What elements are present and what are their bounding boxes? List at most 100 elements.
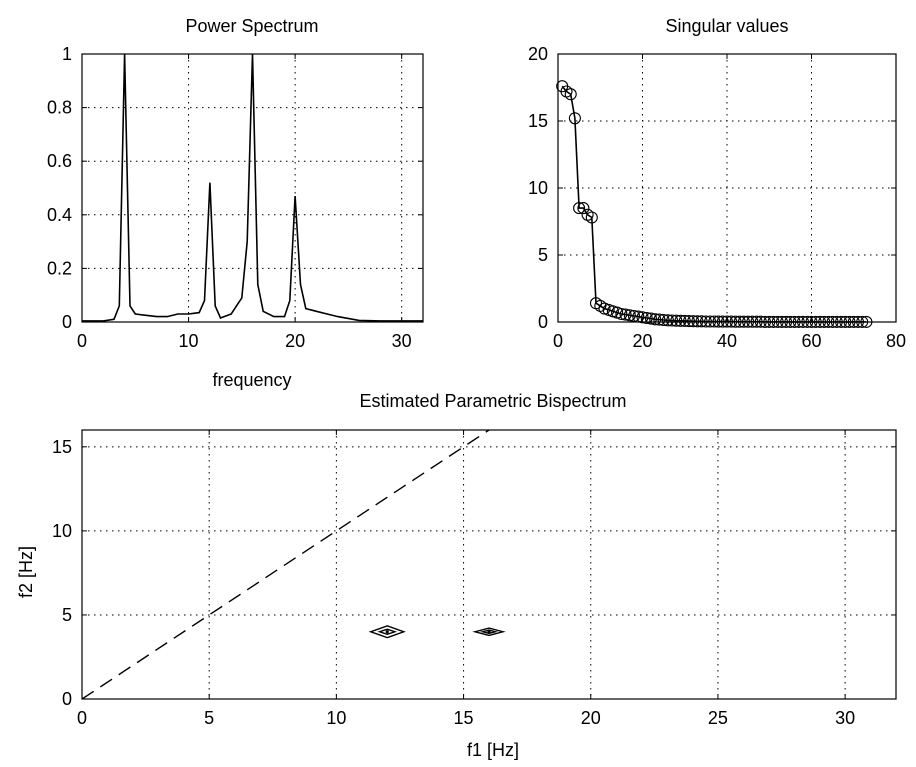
singular-values-ytick-label-4: 20 bbox=[528, 44, 548, 64]
singular-value-point-46 bbox=[750, 315, 763, 328]
singular-value-point-34 bbox=[699, 315, 712, 328]
singular-values-xtick-label-4: 80 bbox=[886, 331, 906, 351]
singular-values-xtick-label-2: 40 bbox=[717, 331, 737, 351]
power-spectrum-ytick-label-1: 0.2 bbox=[47, 258, 72, 278]
singular-value-point-30 bbox=[682, 315, 696, 328]
singular-value-point-53 bbox=[780, 315, 793, 328]
power-spectrum-xlabel: frequency bbox=[212, 370, 291, 390]
bispectrum-peak-1-center bbox=[487, 630, 491, 634]
power-spectrum-xtick-label-1: 10 bbox=[179, 331, 199, 351]
singular-value-point-26 bbox=[666, 314, 679, 327]
power-spectrum-ytick-label-3: 0.6 bbox=[47, 151, 72, 171]
bispectrum-xlabel: f1 [Hz] bbox=[467, 740, 519, 760]
power-spectrum-xtick-label-3: 30 bbox=[392, 331, 412, 351]
singular-value-point-43 bbox=[737, 315, 750, 328]
singular-value-point-17 bbox=[627, 309, 641, 323]
bispectrum-xtick-label-6: 30 bbox=[835, 708, 855, 728]
singular-value-point-44 bbox=[742, 315, 755, 328]
bispectrum-ytick-label-3: 15 bbox=[52, 437, 72, 457]
singular-value-point-72 bbox=[860, 315, 873, 328]
singular-value-point-22 bbox=[649, 313, 662, 326]
singular-value-point-14 bbox=[615, 307, 628, 321]
power-spectrum-axes: Power Spectrum frequency 0 10 20 30 0 0.2 0.4 0… bbox=[47, 16, 424, 390]
singular-values-xtick-label-1: 20 bbox=[632, 331, 652, 351]
singular-value-point-3 bbox=[568, 112, 581, 125]
singular-value-point-39 bbox=[720, 315, 734, 328]
singular-values-xtick-label-0: 0 bbox=[553, 331, 563, 351]
bispectrum-peak-1-contour-0 bbox=[472, 627, 506, 637]
singular-value-point-23 bbox=[653, 313, 666, 326]
singular-value-point-68 bbox=[843, 315, 856, 328]
singular-value-point-47 bbox=[754, 315, 767, 328]
singular-values-ytick-label-2: 10 bbox=[528, 178, 548, 198]
singular-value-point-40 bbox=[725, 315, 738, 328]
bispectrum-xtick-label-3: 15 bbox=[454, 708, 474, 728]
singular-value-point-70 bbox=[851, 315, 865, 328]
bispectrum-diagonal-line bbox=[81, 429, 490, 700]
singular-value-point-51 bbox=[771, 315, 784, 328]
singular-value-point-55 bbox=[788, 315, 801, 328]
singular-value-point-57 bbox=[796, 315, 810, 328]
singular-values-ytick-label-1: 5 bbox=[538, 245, 548, 265]
singular-value-point-19 bbox=[636, 311, 649, 324]
singular-value-point-50 bbox=[767, 315, 780, 328]
power-spectrum-ytick-label-4: 0.8 bbox=[47, 98, 72, 118]
singular-values-xtick-label-3: 60 bbox=[801, 331, 821, 351]
power-spectrum-xtick-label-2: 20 bbox=[285, 331, 305, 351]
singular-value-point-66 bbox=[835, 315, 848, 328]
singular-values-ytick-label-3: 15 bbox=[528, 111, 548, 131]
singular-value-point-28 bbox=[674, 314, 687, 327]
bispectrum-peak-0-contour-0 bbox=[368, 625, 406, 639]
singular-value-point-4 bbox=[573, 202, 586, 215]
singular-value-point-42 bbox=[733, 315, 746, 328]
singular-value-point-36 bbox=[708, 315, 721, 328]
singular-value-point-52 bbox=[775, 315, 788, 328]
power-spectrum-ytick-label-5: 1 bbox=[62, 44, 72, 64]
singular-value-point-24 bbox=[657, 313, 670, 327]
singular-value-point-62 bbox=[818, 315, 831, 328]
bispectrum-xtick-label-0: 0 bbox=[77, 708, 87, 728]
singular-value-point-21 bbox=[644, 312, 658, 325]
bispectrum-xtick-label-2: 10 bbox=[326, 708, 346, 728]
singular-value-point-58 bbox=[801, 315, 814, 328]
singular-value-point-38 bbox=[716, 315, 729, 328]
bispectrum-ylabel: f2 [Hz] bbox=[16, 546, 36, 598]
singular-value-point-33 bbox=[695, 315, 708, 328]
singular-value-point-15 bbox=[619, 308, 632, 321]
singular-value-point-49 bbox=[763, 315, 776, 328]
singular-values-title: Singular values bbox=[665, 16, 788, 36]
singular-value-point-64 bbox=[826, 315, 839, 328]
bispectrum-xtick-label-5: 25 bbox=[708, 708, 728, 728]
singular-value-point-67 bbox=[839, 315, 852, 328]
bispectrum-title: Estimated Parametric Bispectrum bbox=[359, 391, 626, 411]
power-spectrum-frame bbox=[81, 53, 424, 323]
singular-value-point-18 bbox=[632, 310, 645, 323]
power-spectrum-line-0 bbox=[82, 53, 423, 322]
bispectrum-ytick-label-0: 0 bbox=[62, 689, 72, 709]
singular-value-point-54 bbox=[784, 315, 797, 328]
singular-value-point-61 bbox=[813, 315, 827, 328]
bispectrum-peak-0-contour-1 bbox=[377, 628, 398, 636]
singular-value-point-59 bbox=[805, 315, 818, 328]
power-spectrum-xtick-label-0: 0 bbox=[77, 331, 87, 351]
singular-value-point-35 bbox=[704, 315, 717, 328]
singular-value-point-41 bbox=[729, 315, 742, 328]
power-spectrum-ytick-label-2: 0.4 bbox=[47, 205, 72, 225]
singular-value-point-63 bbox=[822, 315, 835, 328]
singular-value-point-7 bbox=[585, 211, 598, 224]
singular-values-line-0 bbox=[561, 85, 867, 323]
singular-value-point-25 bbox=[661, 314, 674, 327]
singular-value-point-60 bbox=[809, 315, 822, 328]
bispectrum-frame bbox=[81, 429, 897, 700]
singular-value-point-32 bbox=[691, 315, 704, 328]
singular-value-point-69 bbox=[847, 315, 860, 328]
singular-values-ytick-label-0: 0 bbox=[538, 312, 548, 332]
bispectrum-xtick-label-4: 20 bbox=[581, 708, 601, 728]
singular-value-point-71 bbox=[856, 315, 869, 328]
singular-value-point-2 bbox=[564, 88, 577, 101]
bispectrum-xtick-label-1: 5 bbox=[204, 708, 214, 728]
bispectrum-ytick-label-2: 10 bbox=[52, 521, 72, 541]
singular-value-point-27 bbox=[670, 314, 683, 327]
singular-value-point-20 bbox=[640, 311, 653, 325]
